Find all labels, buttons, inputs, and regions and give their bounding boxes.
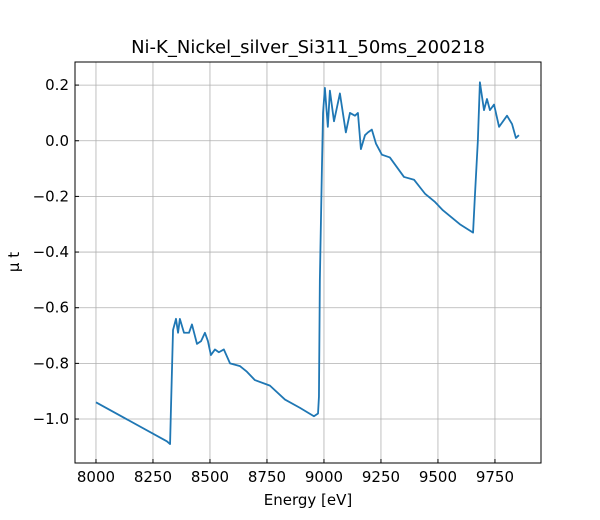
y-tick-label: 0.2 <box>45 76 69 94</box>
x-tick-label: 8500 <box>191 468 229 486</box>
x-axis-label: Energy [eV] <box>264 491 352 509</box>
plot-frame <box>74 61 542 464</box>
chart-title: Ni-K_Nickel_silver_Si311_50ms_200218 <box>131 37 485 58</box>
x-tick-label: 8000 <box>77 468 115 486</box>
y-tick-label: −0.4 <box>33 243 69 261</box>
x-tick-label: 8750 <box>248 468 286 486</box>
data-line <box>95 81 520 445</box>
x-tick-label: 8250 <box>134 468 172 486</box>
y-tick-label: −0.6 <box>33 299 69 317</box>
y-tick-label: −0.2 <box>33 187 69 205</box>
x-tick-label: 9750 <box>476 468 514 486</box>
y-tick-label: 0.0 <box>45 132 69 150</box>
x-tick-label: 9250 <box>362 468 400 486</box>
x-tick-label: 9500 <box>419 468 457 486</box>
x-tick-label: 9000 <box>305 468 343 486</box>
y-axis-label: μ t <box>5 252 23 272</box>
y-tick-label: −1.0 <box>33 410 69 428</box>
y-tick-label: −0.8 <box>33 354 69 372</box>
